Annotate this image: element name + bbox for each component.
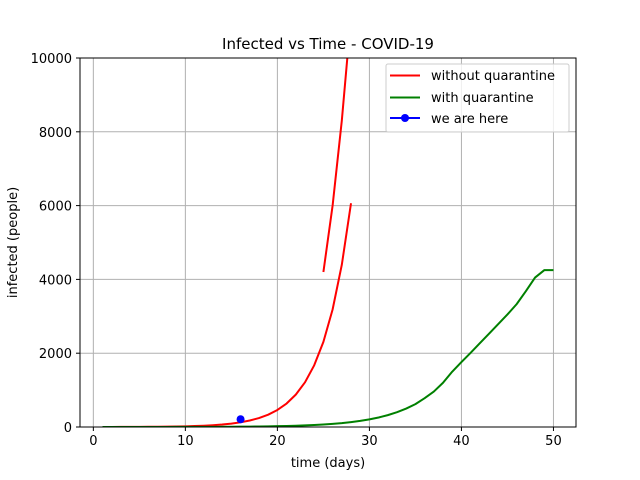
y-axis-label: infected (people) [6,187,21,298]
ticks: 0 10 20 30 40 50 0 2000 4000 6000 8000 10000 [31,52,562,449]
y-tick-label: 6000 [39,200,72,215]
y-tick-label: 8000 [39,126,72,141]
legend-label-with-quarantine: with quarantine [431,91,534,106]
legend-label-without-quarantine: without quarantine [431,69,555,84]
legend: without quarantine with quarantine we ar… [385,63,570,133]
chart-title: Infected vs Time - COVID-19 [222,35,434,53]
x-tick-label: 20 [269,434,286,449]
y-tick-label: 0 [64,421,72,436]
x-tick-label: 50 [545,434,562,449]
legend-marker-we-are-here [401,114,409,122]
legend-box [385,63,570,133]
x-tick-label: 10 [177,434,194,449]
x-tick-label: 0 [89,434,97,449]
y-tick-label: 4000 [39,273,72,288]
series-line-without-quarantine [322,58,349,273]
y-tick-label: 2000 [39,347,72,362]
series-point-we-are-here [236,415,245,424]
x-tick-label: 30 [361,434,378,449]
y-tick-label: 10000 [31,52,72,67]
x-axis-label: time (days) [291,456,365,471]
legend-label-we-are-here: we are here [431,112,508,127]
x-tick-label: 40 [453,434,470,449]
axes-frame [79,57,577,428]
